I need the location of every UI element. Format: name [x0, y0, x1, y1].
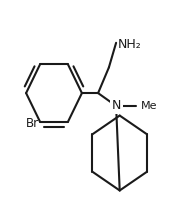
Text: NH₂: NH₂	[118, 39, 142, 51]
Text: N: N	[111, 100, 121, 112]
Text: Me: Me	[140, 101, 157, 111]
Text: Br: Br	[25, 117, 39, 131]
